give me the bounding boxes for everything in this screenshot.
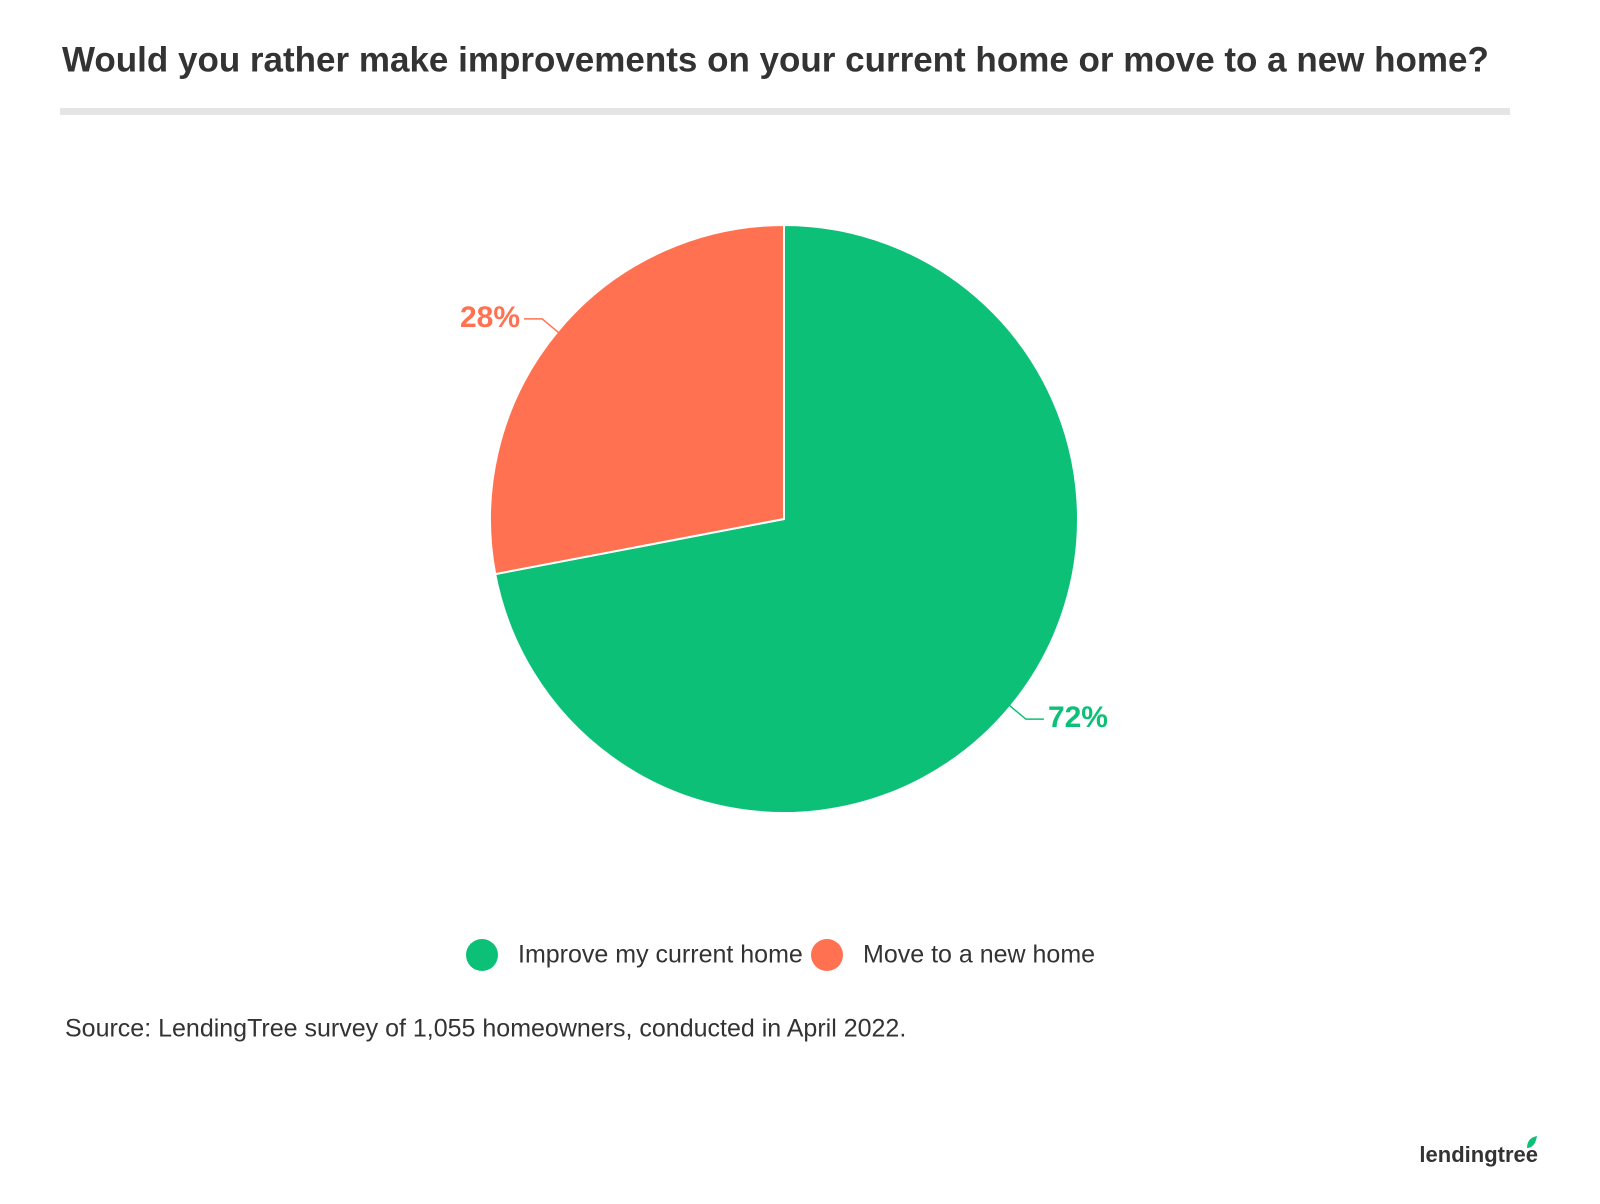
legend-swatch (811, 939, 843, 971)
legend-label: Improve my current home (518, 941, 803, 969)
leader-line (1006, 703, 1044, 720)
chart-title: Would you rather make improvements on yo… (62, 40, 1489, 79)
legend-swatch (466, 939, 498, 971)
logo: lendingtree (1419, 1142, 1538, 1167)
source-note: Source: LendingTree survey of 1,055 home… (65, 1015, 906, 1043)
leader-line (524, 318, 562, 335)
logo-leaf (1527, 1136, 1537, 1148)
data-label: 28% (460, 301, 520, 334)
data-label: 72% (1048, 701, 1108, 734)
title-rule (60, 108, 1510, 115)
legend-label: Move to a new home (863, 941, 1095, 969)
